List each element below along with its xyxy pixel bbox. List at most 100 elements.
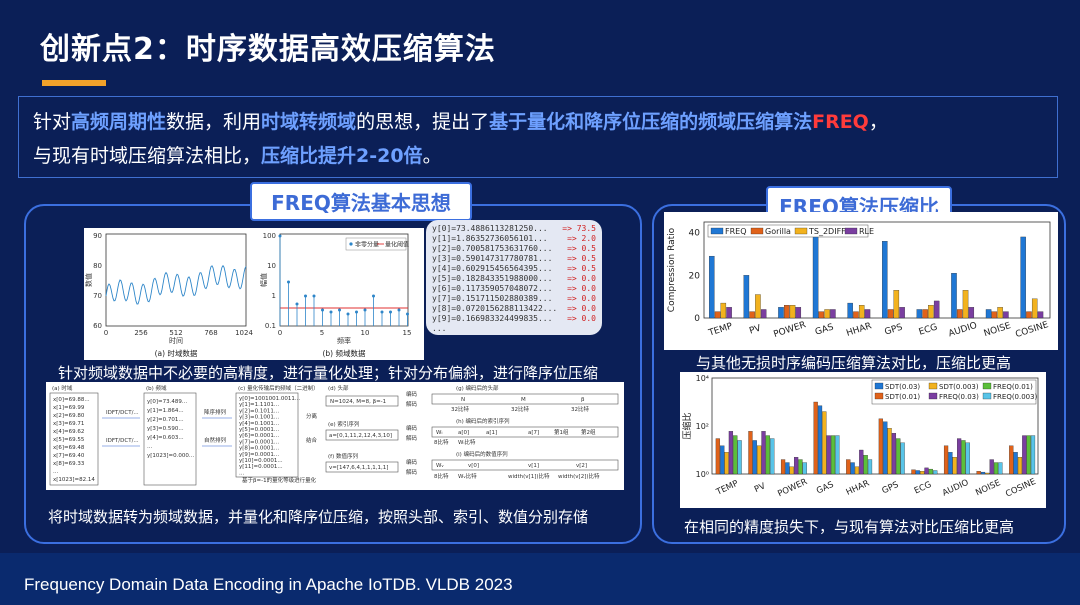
chart2-legend [871,379,1037,405]
legend-threshold: 量化阈值 [385,241,409,249]
chart1-xtick: TEMP [707,321,735,339]
bar [997,307,1003,319]
bar [789,466,794,475]
legend-label: TS_2DIFF [808,227,846,236]
xtick: 768 [204,329,217,337]
pipeline-value: y[0]=1001001.0011... [239,396,300,402]
code-line: ... [432,324,596,334]
code-lhs: y[8]=0.0720156288113422... [432,304,558,313]
code-line: y[8]=0.0720156288113422... => 0.0 [432,304,596,314]
svg-text:N=1024, M=8, β=-1: N=1024, M=8, β=-1 [330,399,386,405]
pipeline-value: y[8]=0.0001... [239,446,279,452]
bar [1030,435,1036,475]
chart2-ytick: 10⁴ [696,374,709,383]
code-rhs: => 0.0 [567,314,596,323]
svg-text:(g) 编码后的头部: (g) 编码后的头部 [456,384,499,392]
svg-text:结合: 结合 [306,436,318,444]
pipeline-value: y[9]=0.0001... [239,452,279,458]
stem-point [363,308,367,312]
legend-label: FREQ(0.03) [939,393,979,401]
bar [802,462,807,475]
code-rhs: => 0.5 [567,244,596,253]
legend-label: Gorilla [765,227,791,236]
chart2-xtick: POWER [776,477,809,499]
compression-ratio-chart: Compression Ratio 0 20 40 TEMP PV POWER GAS HHAR… [664,212,1058,350]
caption-a: (a) 时域数据 [155,348,198,358]
bar [752,440,757,475]
pipeline-value: y[7]=0.0001... [239,439,279,445]
bar [976,471,981,475]
bar [1003,311,1009,319]
bar [863,455,868,475]
bar [1031,298,1038,319]
bar [720,445,725,475]
bar [1013,452,1018,475]
chart2-xtick: ECG [913,480,933,497]
svg-text:M: M [521,397,526,403]
chart2-xtick: GAS [815,480,835,497]
bar [900,442,905,475]
xtick: 512 [169,329,182,337]
xtick: 1024 [235,329,253,337]
pipeline-value: y[1]=1.864... [147,408,184,414]
ytick: 60 [93,322,102,330]
intro-text: 的思想，提出了 [356,111,490,133]
bar [760,309,767,319]
bar [850,462,855,475]
bar [765,435,770,475]
chart2-xtick: GPS [881,480,901,496]
svg-text:32比特: 32比特 [571,405,589,413]
svg-text:Wᵥ: Wᵥ [436,463,444,469]
stem-point [304,294,307,298]
bar [794,457,799,475]
svg-text:自然排列: 自然排列 [204,436,227,444]
stem-point [329,310,333,314]
ylabel-b: 幅值 [259,273,268,287]
bar [985,309,992,319]
pipeline-value: y[0]=73.489... [147,399,187,405]
intro-text: 与现有时域压缩算法相比， [33,145,262,167]
pipeline-value: y[2]=0.1011... [239,408,279,414]
pipeline-value: y[6]=0.0001... [239,433,279,439]
stem-point [287,280,290,284]
bar [887,428,892,475]
intro-box: 针对高频周期性数据，利用时域转频域的思想，提出了基于量化和降序位压缩的频域压缩算… [18,96,1058,178]
pipeline-value: x[1]=69.99 [53,405,85,411]
pipeline-value: x[6]=69.48 [53,445,85,451]
stem-point [346,312,350,316]
chart1-xtick: POWER [772,320,807,340]
xlabel-a: 时间 [169,336,183,345]
legend-swatch [928,392,938,400]
svg-text:a[0]: a[0] [458,430,469,436]
bar [878,418,883,475]
bar [743,275,750,319]
legend-swatch [710,227,724,235]
stem-point [406,312,409,316]
bar [728,431,734,475]
title-underline [42,80,106,86]
bar [916,309,923,319]
bar [883,421,888,475]
bar [933,470,938,475]
legend-label: SDT(0.01) [885,393,920,401]
intro-text: 。 [422,145,442,167]
svg-text:8比特: 8比特 [434,438,449,446]
bar [948,452,953,475]
bar [896,438,901,475]
bar [846,459,851,475]
svg-text:(e) 索引序列: (e) 索引序列 [328,420,360,428]
code-rhs: => 73.5 [562,224,596,233]
pipeline-value: y[5]=0.0001... [239,427,279,433]
stem-point [321,308,324,312]
stem-point [312,294,316,298]
intro-highlight: 基于量化和降序位压缩的频域压缩算法 [489,111,813,133]
bar [1026,311,1032,319]
bar [951,273,957,319]
chart1-xtick: ECG [918,322,939,337]
frequency-stems [278,234,409,326]
bar [882,241,888,319]
xlabel-b: 频率 [337,336,351,345]
pipeline-value: y[1023]=0.000... [147,453,194,459]
bar [993,462,999,475]
ytick: 80 [93,262,102,270]
